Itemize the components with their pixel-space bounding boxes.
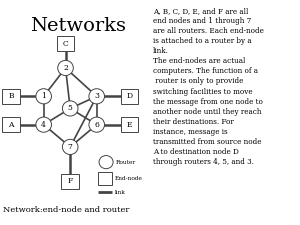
Text: Networks: Networks xyxy=(30,17,126,35)
Text: C: C xyxy=(63,40,68,48)
FancyBboxPatch shape xyxy=(56,36,74,51)
Text: 6: 6 xyxy=(94,121,99,129)
Text: Router: Router xyxy=(116,160,136,165)
Text: D: D xyxy=(126,92,133,100)
Text: A, B, C, D, E, and F are all
end nodes and 1 through 7
are all routers. Each end: A, B, C, D, E, and F are all end nodes a… xyxy=(153,7,264,166)
Ellipse shape xyxy=(36,117,52,132)
FancyBboxPatch shape xyxy=(2,117,20,132)
Text: E: E xyxy=(127,121,132,129)
Text: A: A xyxy=(8,121,14,129)
Ellipse shape xyxy=(99,155,113,169)
FancyBboxPatch shape xyxy=(98,172,112,185)
FancyBboxPatch shape xyxy=(121,89,138,104)
Text: 3: 3 xyxy=(94,92,99,100)
Ellipse shape xyxy=(89,117,104,132)
Text: link: link xyxy=(115,190,125,195)
Ellipse shape xyxy=(62,139,78,155)
Text: F: F xyxy=(68,177,73,185)
FancyBboxPatch shape xyxy=(61,174,79,189)
Ellipse shape xyxy=(58,60,73,76)
FancyBboxPatch shape xyxy=(2,89,20,104)
Text: 4: 4 xyxy=(41,121,46,129)
Text: B: B xyxy=(8,92,14,100)
Text: 5: 5 xyxy=(68,104,73,112)
Text: 7: 7 xyxy=(68,143,73,151)
Text: 2: 2 xyxy=(63,64,68,72)
Ellipse shape xyxy=(36,89,52,104)
Text: 1: 1 xyxy=(41,92,46,100)
Text: Network:end-node and router: Network:end-node and router xyxy=(3,206,130,214)
Ellipse shape xyxy=(62,101,78,116)
FancyBboxPatch shape xyxy=(121,117,138,132)
Text: End-node: End-node xyxy=(115,176,142,181)
Ellipse shape xyxy=(89,89,104,104)
